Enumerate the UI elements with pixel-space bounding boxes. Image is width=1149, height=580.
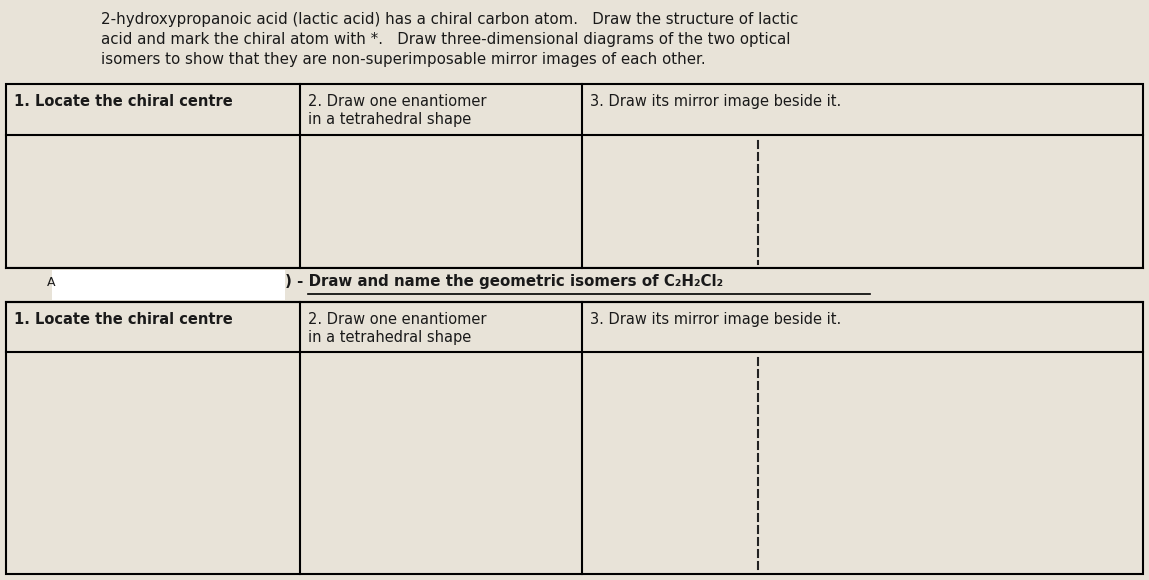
Text: acid and mark the chiral atom with *.   Draw three-dimensional diagrams of the t: acid and mark the chiral atom with *. Dr… bbox=[101, 32, 791, 47]
Text: 1. Locate the chiral centre: 1. Locate the chiral centre bbox=[14, 94, 233, 109]
Bar bbox=[52, 270, 285, 300]
Text: in a tetrahedral shape: in a tetrahedral shape bbox=[308, 330, 471, 345]
Bar bbox=[6, 4, 1143, 84]
Text: 3. Draw its mirror image beside it.: 3. Draw its mirror image beside it. bbox=[589, 94, 841, 109]
Text: in a tetrahedral shape: in a tetrahedral shape bbox=[308, 112, 471, 127]
Text: 2. Draw one enantiomer: 2. Draw one enantiomer bbox=[308, 312, 486, 327]
Bar bbox=[6, 268, 1143, 302]
Text: 2. Draw one enantiomer: 2. Draw one enantiomer bbox=[308, 94, 486, 109]
Bar bbox=[6, 302, 1143, 574]
Text: A: A bbox=[47, 276, 55, 289]
Text: isomers to show that they are non-superimposable mirror images of each other.: isomers to show that they are non-superi… bbox=[101, 52, 705, 67]
Text: 3. Draw its mirror image beside it.: 3. Draw its mirror image beside it. bbox=[589, 312, 841, 327]
Text: 2-hydroxypropanoic acid (lactic acid) has a chiral carbon atom.   Draw the struc: 2-hydroxypropanoic acid (lactic acid) ha… bbox=[101, 12, 799, 27]
Text: 1. Locate the chiral centre: 1. Locate the chiral centre bbox=[14, 312, 233, 327]
Text: ) - Draw and name the geometric isomers of C₂H₂Cl₂: ) - Draw and name the geometric isomers … bbox=[285, 274, 723, 289]
Bar bbox=[6, 84, 1143, 268]
